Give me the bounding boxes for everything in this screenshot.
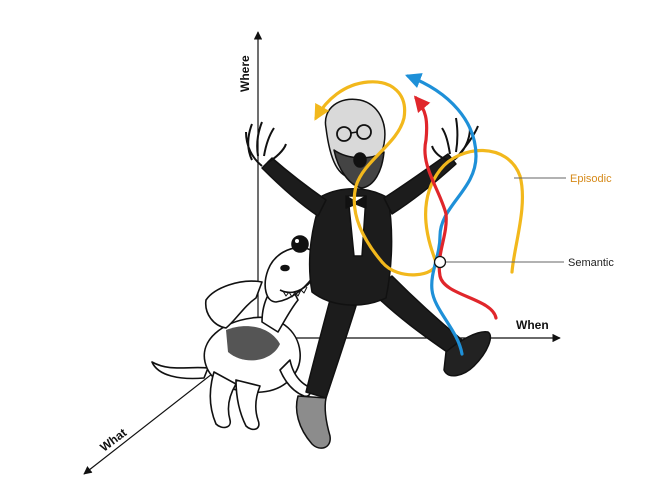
dog-eye (280, 264, 290, 272)
callouts: Episodic Semantic (446, 173, 614, 269)
man-mouth (353, 152, 367, 168)
man-illustration (245, 98, 492, 449)
dog-ear (204, 280, 263, 329)
man-torso (308, 188, 393, 306)
what-axis-label: What (97, 426, 129, 455)
where-axis-label: Where (238, 55, 252, 92)
episodic-path (314, 80, 525, 277)
man-left-arm (261, 157, 327, 217)
dog-body-patch (226, 326, 280, 361)
man-right-shoe (443, 331, 492, 377)
dog-illustration (151, 235, 320, 431)
man-glasses-left (336, 126, 352, 142)
semantic-label: Semantic (568, 257, 614, 269)
dog-teeth (282, 286, 308, 298)
semantic-blue-path (405, 73, 478, 356)
semantic-red-path (413, 95, 498, 320)
man-left-hand (245, 121, 287, 167)
dog-tail (151, 361, 209, 380)
dog-back-leg (209, 371, 237, 429)
semantic-crossing-point (433, 255, 447, 269)
man-glasses-bridge (350, 131, 358, 134)
man-right-arm (383, 153, 457, 215)
when-axis-label: When (516, 318, 549, 332)
man-left-shoe (295, 395, 331, 449)
dog-nose (291, 235, 309, 253)
man-left-leg (305, 299, 357, 399)
man-shirt (347, 195, 367, 257)
man-bowtie (345, 195, 367, 209)
memory-paths (314, 73, 525, 356)
dog-back-leg-2 (235, 379, 261, 431)
man-right-hand (431, 117, 479, 161)
dog-nose-shine (295, 239, 299, 243)
episodic-label: Episodic (570, 173, 612, 185)
